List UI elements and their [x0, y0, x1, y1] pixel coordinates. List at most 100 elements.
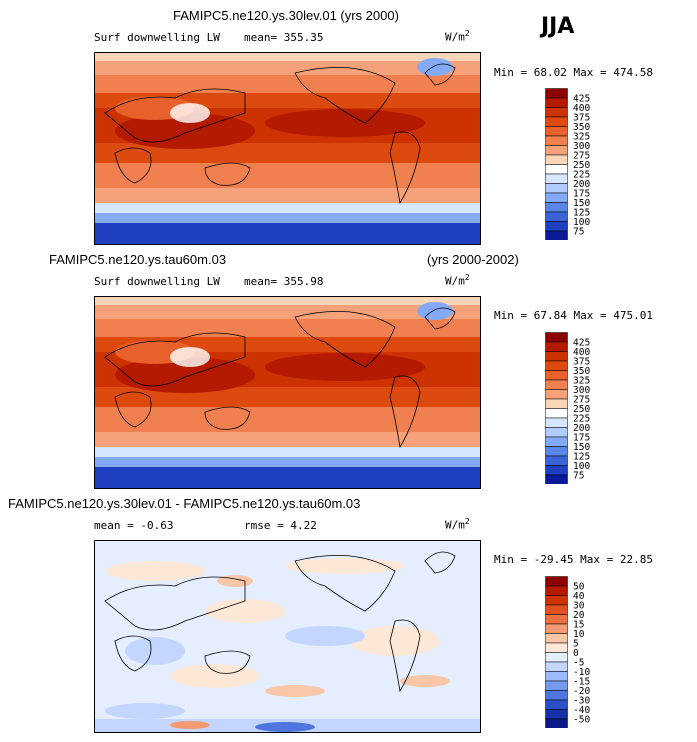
- colorbar-tick-label: 200: [573, 179, 590, 190]
- colorbar-tick-label: 375: [573, 113, 590, 124]
- panel1-colorbar: 425 400 375 350 325 300 275 250 225 200 175 150 125 1…: [545, 88, 605, 245]
- colorbar-tick-label: 10: [573, 629, 585, 640]
- colorbar-swatch: [545, 116, 568, 127]
- panel3-colorbar: 50 40 30 20 15 10 5 0 -5 -10 -15 -20 -30 -40 -50: [545, 576, 605, 733]
- colorbar-tick-label: 30: [573, 601, 585, 612]
- colorbar-tick-label: 325: [573, 132, 590, 143]
- colorbar-tick-label: 20: [573, 610, 585, 621]
- colorbar-swatch: [545, 183, 568, 194]
- colorbar-swatch: [545, 379, 568, 390]
- colorbar-swatch: [545, 576, 568, 587]
- panel2-colorbar-svg: 4254003753503253002752502252001751501251…: [545, 332, 590, 485]
- panel3-title: FAMIPC5.ne120.ys.30lev.01 - FAMIPC5.ne12…: [8, 496, 361, 511]
- colorbar-tick-label: 425: [573, 94, 590, 105]
- colorbar-tick-label: 225: [573, 170, 590, 181]
- colorbar-tick-label: 300: [573, 141, 590, 152]
- colorbar-swatch: [545, 408, 568, 419]
- colorbar-tick-label: -30: [573, 696, 590, 707]
- colorbar-tick-label: 100: [573, 461, 590, 472]
- colorbar-swatch: [545, 154, 568, 165]
- colorbar-tick-label: 150: [573, 442, 590, 453]
- panel3-units: W/m2: [445, 517, 470, 532]
- panel3-map-svg: [95, 541, 480, 732]
- colorbar-swatch: [545, 360, 568, 371]
- colorbar-tick-label: 350: [573, 122, 590, 133]
- colorbar-tick-label: 15: [573, 620, 584, 631]
- colorbar-tick-label: -15: [573, 677, 590, 688]
- colorbar-swatch: [545, 642, 568, 653]
- colorbar-swatch: [545, 398, 568, 409]
- colorbar-tick-label: 50: [573, 582, 585, 593]
- colorbar-tick-label: 350: [573, 366, 590, 377]
- colorbar-swatch: [545, 614, 568, 625]
- colorbar-swatch: [545, 126, 568, 137]
- colorbar-tick-label: 425: [573, 338, 590, 349]
- colorbar-tick-label: 275: [573, 395, 590, 406]
- colorbar-tick-label: 250: [573, 404, 590, 415]
- colorbar-tick-label: -10: [573, 667, 590, 678]
- panel3-minmax: Min = -29.45 Max = 22.85: [494, 553, 653, 566]
- panel1-title: FAMIPC5.ne120.ys.30lev.01 (yrs 2000): [173, 8, 399, 23]
- colorbar-tick-label: 40: [573, 591, 585, 602]
- colorbar-swatch: [545, 446, 568, 457]
- colorbar-tick-label: 175: [573, 433, 590, 444]
- colorbar-swatch: [545, 164, 568, 175]
- panel2-colorbar: 425 400 375 350 325 300 275 250 225 200 175 150 125 1…: [545, 332, 605, 489]
- colorbar-tick-label: 125: [573, 208, 590, 219]
- colorbar-tick-label: 0: [573, 648, 579, 659]
- colorbar-tick-label: 150: [573, 198, 590, 209]
- colorbar-swatch: [545, 718, 568, 729]
- panel2-units: W/m2: [445, 273, 470, 288]
- colorbar-tick-label: 175: [573, 189, 590, 200]
- colorbar-tick-label: -20: [573, 686, 590, 697]
- colorbar-tick-label: 375: [573, 357, 590, 368]
- colorbar-swatch: [545, 173, 568, 184]
- panel1-mean: mean= 355.35: [244, 31, 324, 44]
- colorbar-tick-label: 225: [573, 414, 590, 425]
- panel1-map: [94, 52, 481, 245]
- colorbar-swatch: [545, 465, 568, 476]
- colorbar-tick-label: -40: [573, 705, 590, 716]
- colorbar-tick-label: 400: [573, 347, 590, 358]
- colorbar-tick-label: 125: [573, 452, 590, 463]
- colorbar-tick-label: -50: [573, 715, 590, 726]
- colorbar-swatch: [545, 107, 568, 118]
- panel3-mean: mean = -0.63: [94, 519, 174, 532]
- panel1-minmax: Min = 68.02 Max = 474.58: [494, 66, 653, 79]
- colorbar-swatch: [545, 202, 568, 213]
- colorbar-swatch: [545, 661, 568, 672]
- colorbar-swatch: [545, 370, 568, 381]
- colorbar-swatch: [545, 88, 568, 99]
- colorbar-swatch: [545, 595, 568, 606]
- colorbar-swatch: [545, 680, 568, 691]
- colorbar-swatch: [545, 427, 568, 438]
- panel2-map: [94, 296, 481, 489]
- colorbar-swatch: [545, 709, 568, 720]
- colorbar-swatch: [545, 417, 568, 428]
- panel2-minmax: Min = 67.84 Max = 475.01: [494, 309, 653, 322]
- colorbar-swatch: [545, 145, 568, 156]
- colorbar-swatch: [545, 633, 568, 644]
- colorbar-tick-label: 300: [573, 385, 590, 396]
- colorbar-tick-label: -5: [573, 658, 584, 669]
- colorbar-tick-label: 250: [573, 160, 590, 171]
- colorbar-tick-label: 75: [573, 227, 584, 238]
- colorbar-swatch: [545, 97, 568, 108]
- colorbar-swatch: [545, 221, 568, 232]
- colorbar-swatch: [545, 192, 568, 203]
- panel3-map: [94, 540, 481, 733]
- colorbar-tick-label: 100: [573, 217, 590, 228]
- colorbar-tick-label: 200: [573, 423, 590, 434]
- colorbar-swatch: [545, 671, 568, 682]
- colorbar-tick-label: 275: [573, 151, 590, 162]
- colorbar-swatch: [545, 474, 568, 485]
- panel2-variable: Surf downwelling LW: [94, 275, 220, 288]
- panel1-units: W/m2: [445, 29, 470, 44]
- colorbar-swatch: [545, 211, 568, 222]
- colorbar-tick-label: 400: [573, 103, 590, 114]
- colorbar-swatch: [545, 652, 568, 663]
- colorbar-swatch: [545, 585, 568, 596]
- panel2-years: (yrs 2000-2002): [427, 252, 519, 267]
- colorbar-swatch: [545, 690, 568, 701]
